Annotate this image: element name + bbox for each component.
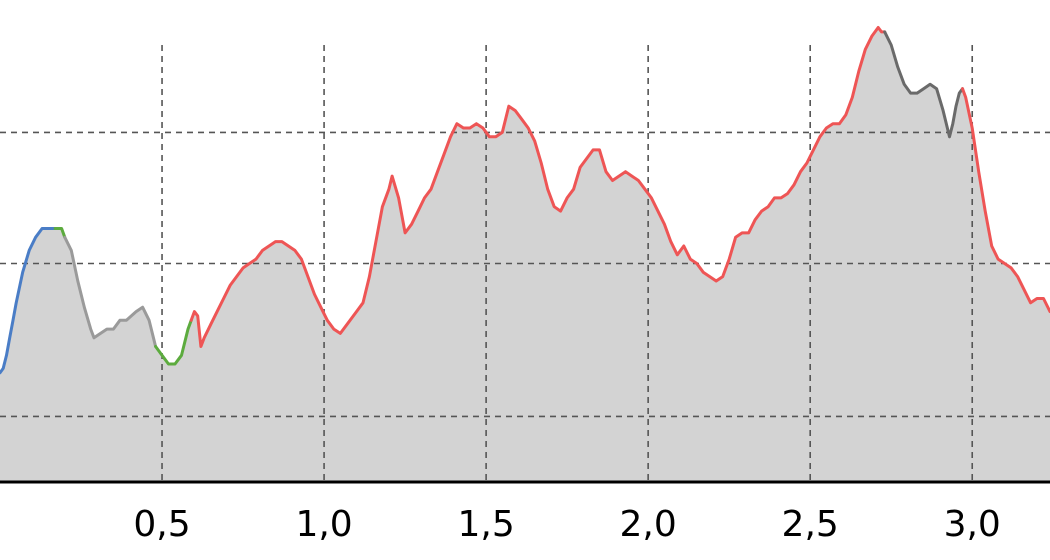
- area-fill: [0, 27, 1050, 482]
- x-tick-label: 0,5: [133, 504, 190, 545]
- x-tick-label: 2,0: [620, 504, 677, 545]
- x-axis: 0,5 1,0 1,5 2,0 2,5 3,0: [0, 480, 1050, 545]
- series-line-6: [961, 87, 1050, 314]
- series-line-0: [0, 227, 57, 375]
- series-lines: [0, 26, 1050, 375]
- series-line-5: [883, 30, 964, 139]
- x-tick-label: 2,5: [782, 504, 839, 545]
- series-line-2: [63, 235, 158, 348]
- series-line-3: [154, 318, 193, 366]
- area-fill-layer: [0, 27, 1050, 482]
- x-tick-label: 1,5: [457, 504, 514, 545]
- x-tick-label: 1,0: [295, 504, 352, 545]
- series-line-4: [189, 26, 887, 348]
- x-tick-label: 3,0: [944, 504, 1001, 545]
- series-line-1: [53, 227, 67, 239]
- gridlines: [0, 45, 1050, 482]
